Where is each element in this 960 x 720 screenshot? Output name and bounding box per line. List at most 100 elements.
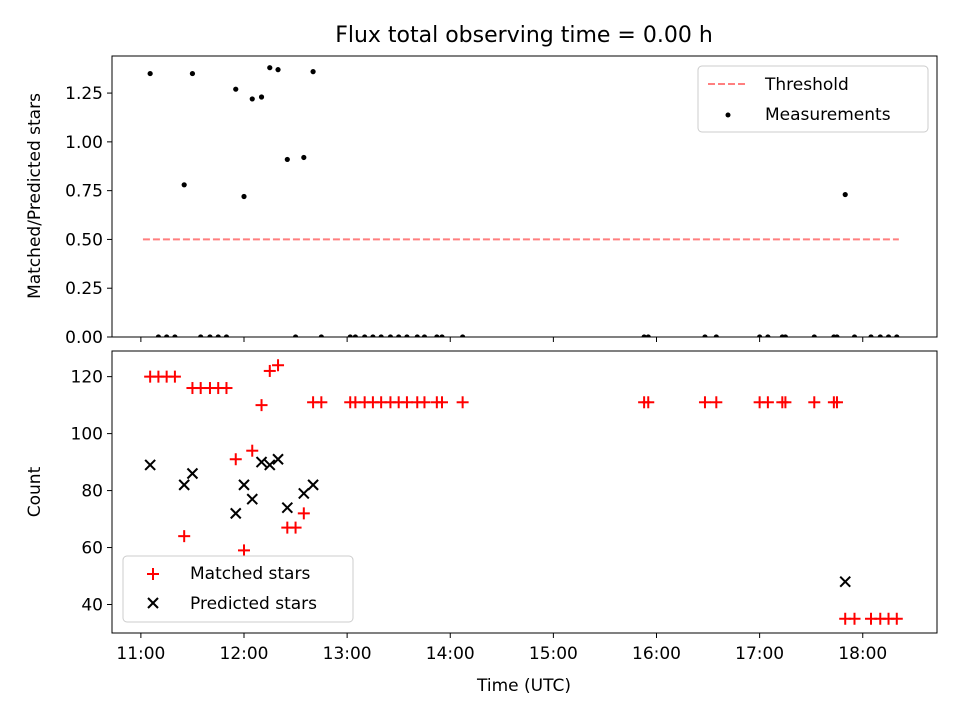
bottom-x-tick-label: 11:00	[116, 644, 165, 664]
top-y-tick-label: 0.75	[65, 182, 103, 202]
matched-star-marker	[246, 444, 259, 457]
predicted-star-marker	[307, 479, 319, 491]
matched-star-marker	[315, 396, 328, 409]
measurement-point	[877, 334, 883, 337]
measurement-point	[207, 334, 213, 337]
matched-star-marker	[272, 359, 285, 372]
predicted-star-marker	[246, 493, 258, 505]
matched-star-marker	[779, 396, 792, 409]
predicted-star-marker	[839, 576, 851, 588]
measurement-point	[241, 193, 247, 200]
measurement-point	[352, 334, 358, 337]
measurements-legend-label: Measurements	[765, 105, 891, 125]
measurement-point	[414, 334, 420, 337]
top-y-tick-label: 0.00	[65, 328, 103, 348]
top-y-tick-label: 1.25	[65, 84, 103, 104]
measurement-point	[868, 334, 874, 337]
bottom-legend: Matched stars Predicted stars	[122, 555, 354, 623]
matched-star-marker	[890, 612, 903, 625]
top-y-tick-label: 0.25	[65, 279, 103, 299]
bottom-x-tick-label: 18:00	[838, 644, 887, 664]
measurement-point	[267, 65, 273, 71]
predicted-star-marker	[178, 479, 190, 491]
measurement-point	[275, 67, 281, 73]
bottom-axes-frame	[111, 350, 938, 634]
measurement-point	[782, 334, 789, 337]
measurement-point	[223, 334, 230, 337]
matched-star-marker	[642, 396, 655, 409]
measurement-point	[284, 156, 290, 163]
matched-star-marker	[238, 544, 250, 557]
matched-star-marker	[220, 382, 233, 395]
predicted-star-marker	[186, 467, 199, 480]
measurement-point	[645, 334, 651, 337]
measurement-point	[842, 191, 848, 198]
measurement-point	[318, 334, 324, 337]
matched-star-marker	[698, 396, 711, 409]
measurement-point	[362, 334, 368, 337]
measurement-point	[215, 334, 221, 337]
bottom-y-tick-label: 80	[81, 482, 103, 502]
top-axes-frame	[111, 55, 938, 338]
matched-star-marker	[289, 521, 302, 534]
threshold-legend-label: Threshold	[764, 75, 849, 95]
measurement-point	[249, 96, 255, 102]
x-axis-label: Time (UTC)	[476, 676, 571, 696]
bottom-legend-box	[122, 555, 354, 623]
bottom-y-tick-label: 60	[81, 539, 103, 559]
measurement-point	[434, 334, 440, 337]
matched-star-marker	[400, 396, 413, 409]
predicted-star-marker	[272, 453, 284, 465]
measurement-point	[757, 334, 763, 337]
measurement-point	[404, 334, 410, 337]
matched-star-marker	[255, 399, 268, 412]
measurement-point	[292, 334, 299, 337]
predicted-star-marker	[255, 456, 268, 468]
matched-star-marker	[168, 370, 181, 383]
predicted-legend-marker	[147, 597, 159, 609]
matched-legend-marker	[147, 568, 159, 580]
measurement-point	[834, 334, 840, 337]
top-plot-area	[142, 65, 900, 337]
measurement-point	[811, 334, 817, 337]
measurement-point	[851, 334, 858, 337]
measurement-point	[396, 334, 402, 337]
top-panel: 0.00 0.25 0.50 0.75 1.00 1.25	[65, 55, 938, 348]
measurement-point	[164, 334, 170, 337]
top-legend-box	[697, 65, 929, 133]
measurement-point	[155, 334, 162, 337]
measurement-point	[421, 334, 428, 337]
predicted-star-marker	[264, 459, 276, 471]
matched-star-marker	[418, 396, 431, 409]
measurement-point	[189, 70, 196, 77]
measurement-point	[181, 182, 187, 188]
chart-title: Flux total observing time = 0.00 h	[335, 23, 713, 48]
matched-star-marker	[436, 396, 448, 409]
measurement-point	[310, 69, 316, 75]
measurement-point	[347, 334, 353, 337]
matched-star-marker	[297, 507, 310, 520]
measurement-point	[258, 94, 265, 100]
predicted-star-marker	[230, 507, 242, 520]
matched-star-marker	[178, 530, 191, 543]
measurement-point	[702, 334, 708, 337]
matched-star-marker	[263, 364, 276, 377]
measurement-point	[894, 334, 900, 337]
measurement-point	[765, 334, 771, 337]
top-y-axis-label: Matched/Predicted stars	[25, 93, 45, 299]
measurement-point	[387, 334, 394, 337]
predicted-star-marker	[238, 479, 250, 491]
bottom-x-tick-label: 16:00	[632, 644, 681, 664]
bottom-y-tick-label: 100	[71, 425, 103, 445]
bottom-y-axis-label: Count	[25, 466, 45, 517]
matched-legend-label: Matched stars	[190, 564, 310, 584]
predicted-star-marker	[281, 501, 294, 514]
bottom-y-tick-label: 40	[81, 596, 103, 616]
predicted-star-marker	[298, 487, 310, 500]
matched-star-marker	[761, 396, 774, 409]
bottom-x-tick-label: 12:00	[220, 644, 269, 664]
measurement-point	[233, 86, 239, 92]
measurement-point	[301, 154, 307, 161]
predicted-legend-label: Predicted stars	[190, 594, 317, 614]
